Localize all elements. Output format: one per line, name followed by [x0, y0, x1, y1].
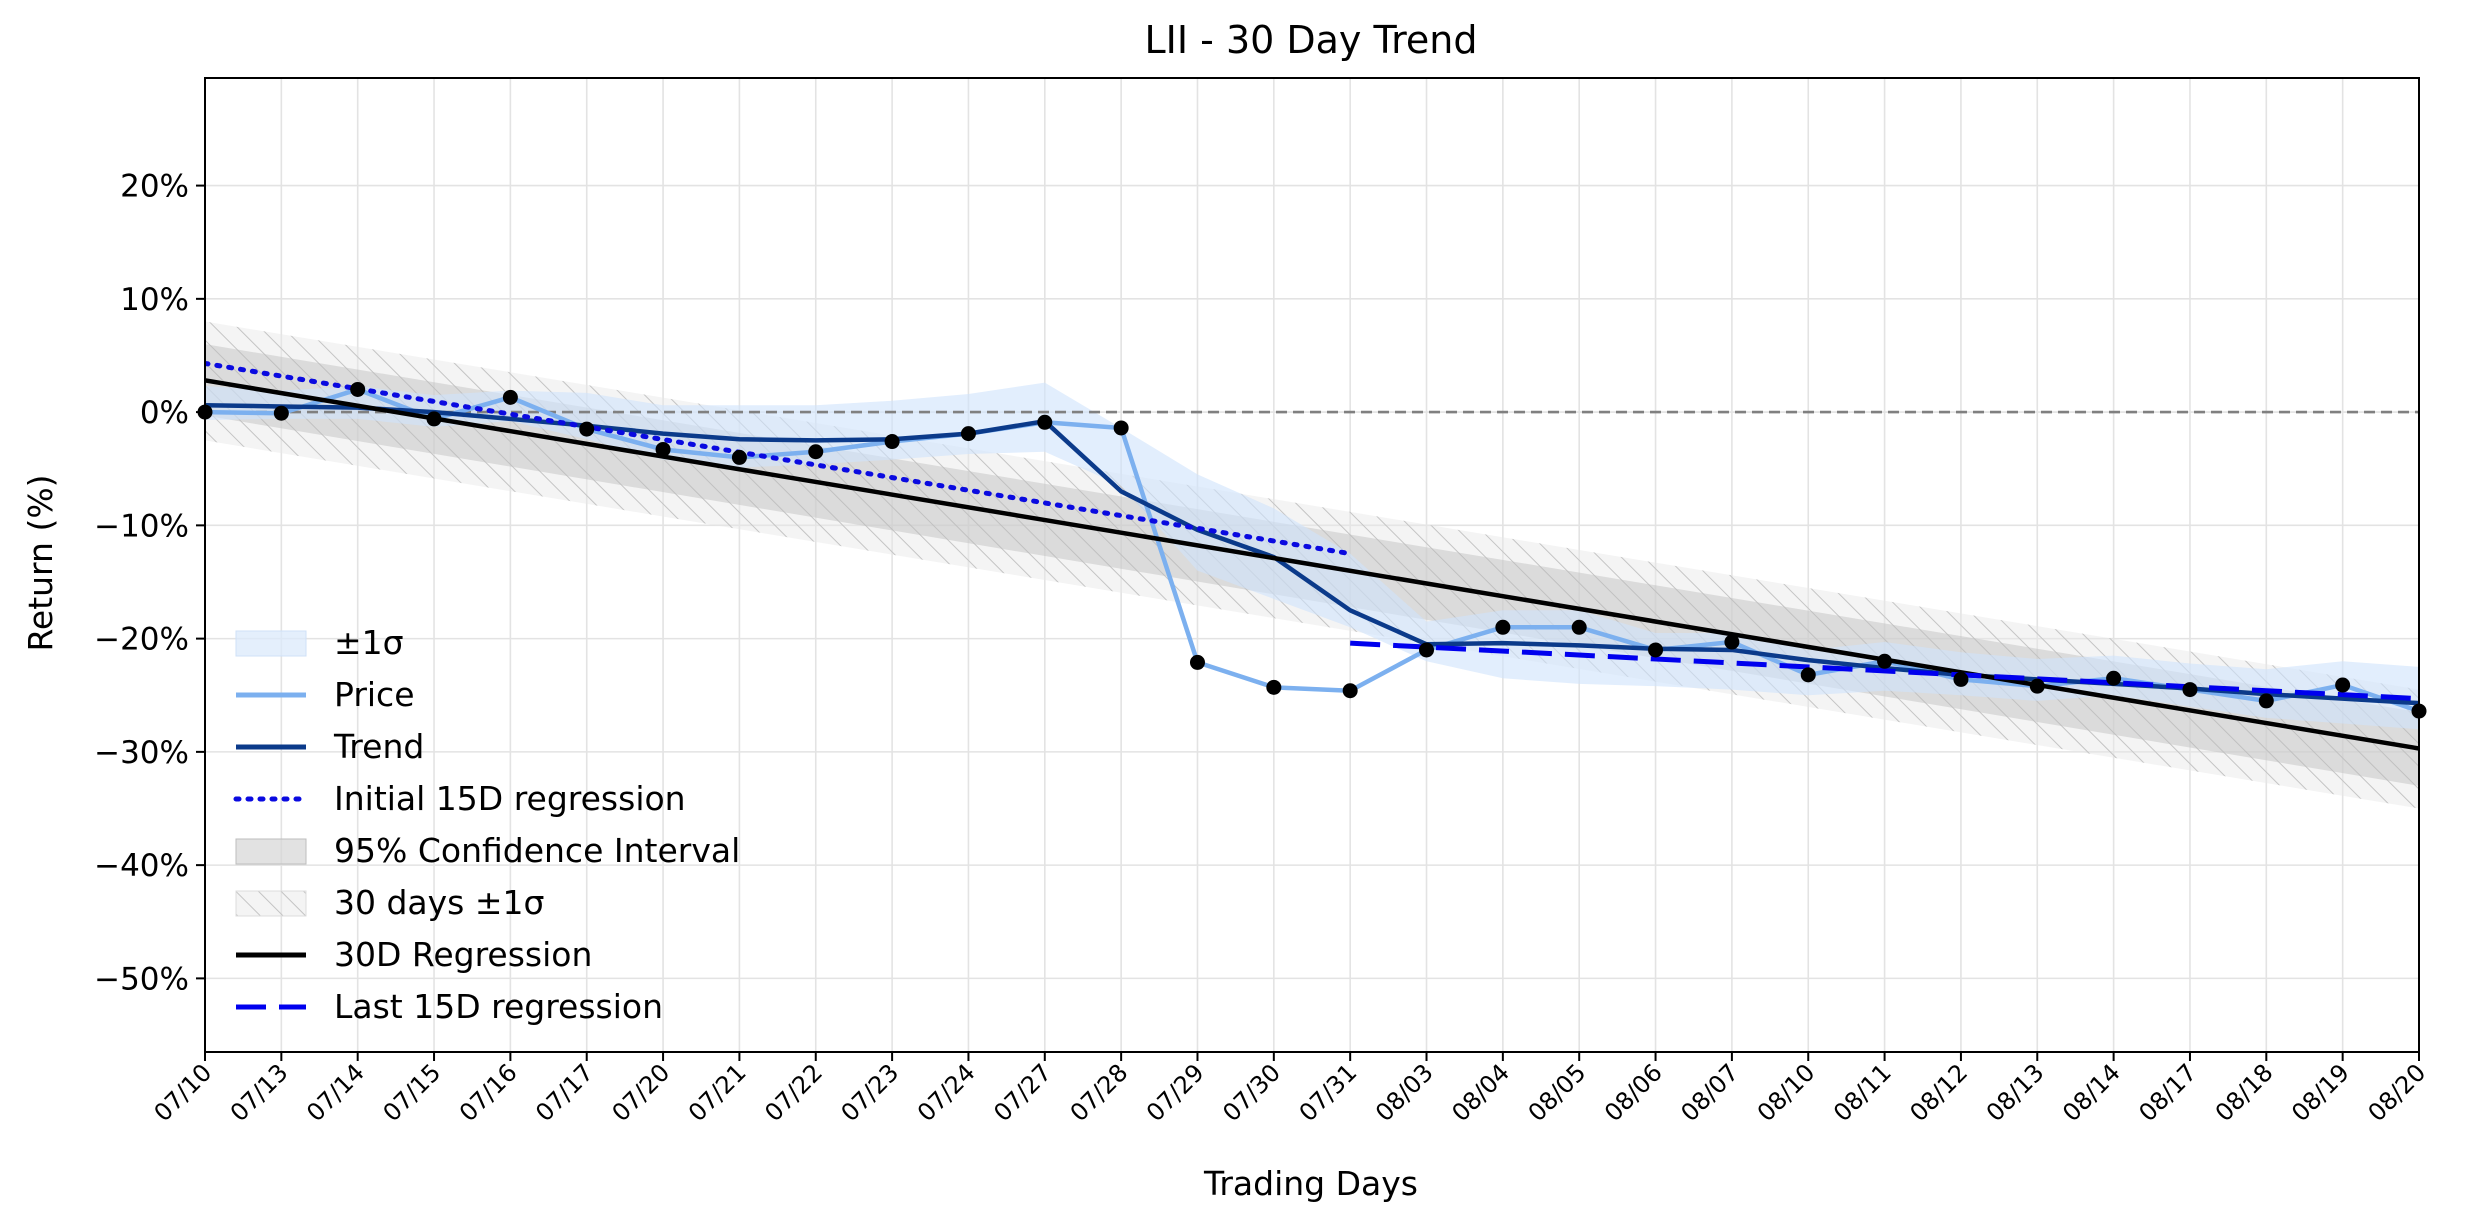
legend-label: Trend — [333, 727, 424, 766]
price-point — [960, 426, 976, 442]
y-tick-label: −50% — [94, 961, 189, 997]
x-tick-label: 07/27 — [988, 1058, 1057, 1127]
x-tick-label: 08/07 — [1675, 1058, 1744, 1127]
chart-title: LII - 30 Day Trend — [1144, 18, 1477, 62]
legend-label: ±1σ — [334, 623, 404, 662]
legend: ±1σ Price Trend Initial 15D regression 95% C… — [233, 623, 740, 1026]
x-tick-label: 08/20 — [2363, 1058, 2432, 1127]
x-tick-label: 07/24 — [912, 1058, 981, 1127]
x-tick-label: 08/06 — [1599, 1058, 1668, 1127]
price-point — [731, 449, 747, 465]
x-tick-label: 07/16 — [454, 1058, 523, 1127]
price-point — [1113, 420, 1129, 436]
legend-item: ±1σ — [235, 623, 404, 662]
x-tick-label: 08/14 — [2057, 1058, 2126, 1127]
x-tick-label: 08/18 — [2210, 1058, 2279, 1127]
x-tick-label: 07/23 — [836, 1058, 905, 1127]
series-lines — [205, 360, 2419, 751]
price-point — [502, 389, 518, 405]
price-point — [273, 405, 289, 421]
price-point — [1189, 654, 1205, 670]
legend-item: 95% Confidence Interval — [235, 831, 740, 870]
price-point — [808, 444, 824, 460]
price-point — [350, 381, 366, 397]
x-tick-label: 07/13 — [225, 1058, 294, 1127]
price-point — [884, 434, 900, 450]
price-point — [1648, 642, 1664, 658]
y-tick-label: −20% — [94, 622, 189, 658]
series-line-last-15d-regression — [1350, 640, 2419, 702]
legend-swatch — [235, 838, 307, 865]
price-point — [2182, 682, 2198, 698]
legend-item: Trend — [236, 727, 424, 766]
legend-label: 95% Confidence Interval — [334, 831, 740, 870]
x-tick-label: 08/13 — [1981, 1058, 2050, 1127]
legend-item: 30 days ±1σ — [235, 883, 544, 922]
legend-item: Last 15D regression — [236, 987, 663, 1026]
price-point — [1724, 634, 1740, 650]
legend-item: Initial 15D regression — [233, 779, 686, 818]
series-line-30d-regression — [205, 378, 2419, 751]
price-point — [579, 421, 595, 437]
price-point — [2106, 670, 2122, 686]
x-tick-label: 07/29 — [1141, 1058, 1210, 1127]
x-tick-label: 08/19 — [2286, 1058, 2355, 1127]
legend-label: 30D Regression — [334, 935, 592, 974]
x-tick-label: 08/05 — [1523, 1058, 1592, 1127]
price-point — [1419, 642, 1435, 658]
legend-label: 30 days ±1σ — [334, 883, 544, 922]
price-point — [655, 441, 671, 457]
y-tick-label: −30% — [94, 735, 189, 771]
x-tick-label: 07/28 — [1065, 1058, 1134, 1127]
x-tick-label: 07/31 — [1294, 1058, 1363, 1127]
series-line-initial-15d-regression — [205, 360, 1353, 557]
price-point — [426, 411, 442, 427]
x-tick-label: 07/15 — [378, 1058, 447, 1127]
x-axis-label: Trading Days — [1203, 1164, 1418, 1203]
price-point — [1342, 683, 1358, 699]
legend-label: Last 15D regression — [334, 987, 663, 1026]
x-tick-label: 07/21 — [683, 1058, 752, 1127]
price-point — [2335, 677, 2351, 693]
legend-label: Price — [334, 675, 415, 714]
price-point — [1571, 619, 1587, 635]
y-tick-label: −10% — [94, 508, 189, 544]
y-tick-label: 10% — [120, 282, 189, 318]
price-point — [1495, 619, 1511, 635]
band--1- — [205, 382, 2419, 730]
price-points — [197, 381, 2427, 719]
x-tick-label: 08/03 — [1370, 1058, 1439, 1127]
x-tick-label: 07/17 — [530, 1058, 599, 1127]
x-tick-label: 07/10 — [149, 1058, 218, 1127]
legend-item: 30D Regression — [236, 935, 592, 974]
legend-item: Price — [236, 675, 415, 714]
price-point — [1953, 671, 1969, 687]
legend-label: Initial 15D regression — [334, 779, 686, 818]
price-point — [1877, 653, 1893, 669]
y-axis-label: Return (%) — [21, 474, 60, 651]
x-tick-label: 08/10 — [1752, 1058, 1821, 1127]
price-point — [1800, 667, 1816, 683]
x-tick-label: 07/22 — [759, 1058, 828, 1127]
legend-swatch — [235, 630, 307, 657]
x-tick-label: 07/20 — [607, 1058, 676, 1127]
x-tick-label: 08/11 — [1828, 1058, 1897, 1127]
plot-frame — [204, 77, 2420, 1053]
price-point — [2029, 678, 2045, 694]
x-tick-label: 08/04 — [1446, 1058, 1515, 1127]
price-point — [1037, 414, 1053, 430]
y-tick-label: 0% — [140, 395, 189, 431]
y-tick-label: 20% — [120, 169, 189, 205]
x-tick-label: 08/17 — [2133, 1058, 2202, 1127]
price-point — [2258, 693, 2274, 709]
x-tick-label: 08/12 — [1904, 1058, 1973, 1127]
legend-swatch — [235, 890, 307, 917]
x-tick-label: 07/14 — [301, 1058, 370, 1127]
price-point — [1266, 679, 1282, 695]
x-tick-label: 07/30 — [1217, 1058, 1286, 1127]
y-tick-label: −40% — [94, 848, 189, 884]
